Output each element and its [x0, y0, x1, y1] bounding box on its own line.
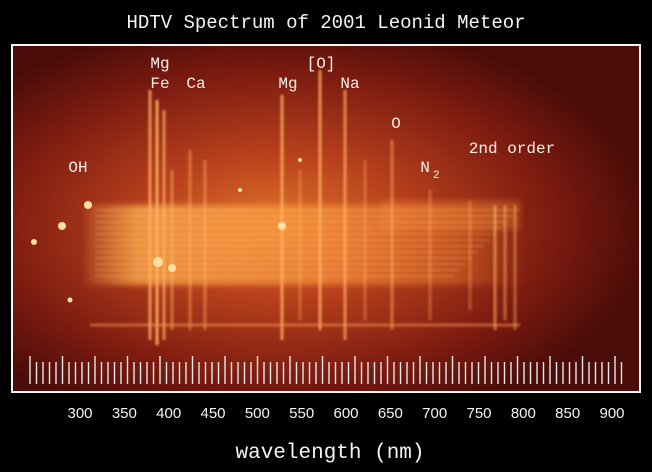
- star: [168, 264, 176, 272]
- star: [84, 201, 92, 209]
- tick-label: 600: [333, 405, 358, 422]
- annotations: Mg Fe Ca Mg [O]Na O N 2 OH 2nd order: [68, 55, 555, 182]
- star: [238, 188, 242, 192]
- ruler: [29, 356, 623, 384]
- spectrum-band: [380, 200, 520, 230]
- tick-label: 800: [511, 405, 536, 422]
- annotation: OH: [68, 159, 87, 177]
- star: [31, 239, 37, 245]
- tick-label: 500: [245, 405, 270, 422]
- tick-label: 350: [112, 405, 137, 422]
- tick-label: 900: [599, 405, 624, 422]
- tick-label: 750: [466, 405, 491, 422]
- annotation: Fe: [150, 75, 169, 93]
- annotation: Ca: [186, 75, 206, 93]
- spectrum-image: [13, 46, 639, 391]
- annotation: 2nd order: [469, 140, 555, 158]
- tick-label: 650: [378, 405, 403, 422]
- star: [153, 257, 163, 267]
- tick-label: 450: [200, 405, 225, 422]
- annotation: N: [420, 159, 430, 177]
- annotation: [O]: [307, 55, 336, 73]
- emission-lines: [90, 70, 520, 345]
- tick-label: 300: [67, 405, 92, 422]
- image-frame: [11, 44, 641, 393]
- annotation: O: [391, 115, 401, 133]
- tick-label: 850: [555, 405, 580, 422]
- scale-ticks: 300 350 400 450 500 550 600 650 700 750 800 850 900: [67, 405, 624, 422]
- tick-label: 550: [289, 405, 314, 422]
- annotation-subscript: 2: [433, 170, 440, 182]
- stars: [31, 158, 302, 303]
- star: [278, 222, 286, 230]
- tick-label: 700: [422, 405, 447, 422]
- star: [58, 222, 66, 230]
- annotation: Na: [340, 75, 360, 93]
- star: [67, 297, 73, 303]
- star: [298, 158, 302, 162]
- axis-label: wavelength (nm): [235, 442, 424, 465]
- title: HDTV Spectrum of 2001 Leonid Meteor: [126, 12, 525, 34]
- annotation: Mg: [150, 55, 169, 73]
- annotation: Mg: [278, 75, 297, 93]
- tick-label: 400: [156, 405, 181, 422]
